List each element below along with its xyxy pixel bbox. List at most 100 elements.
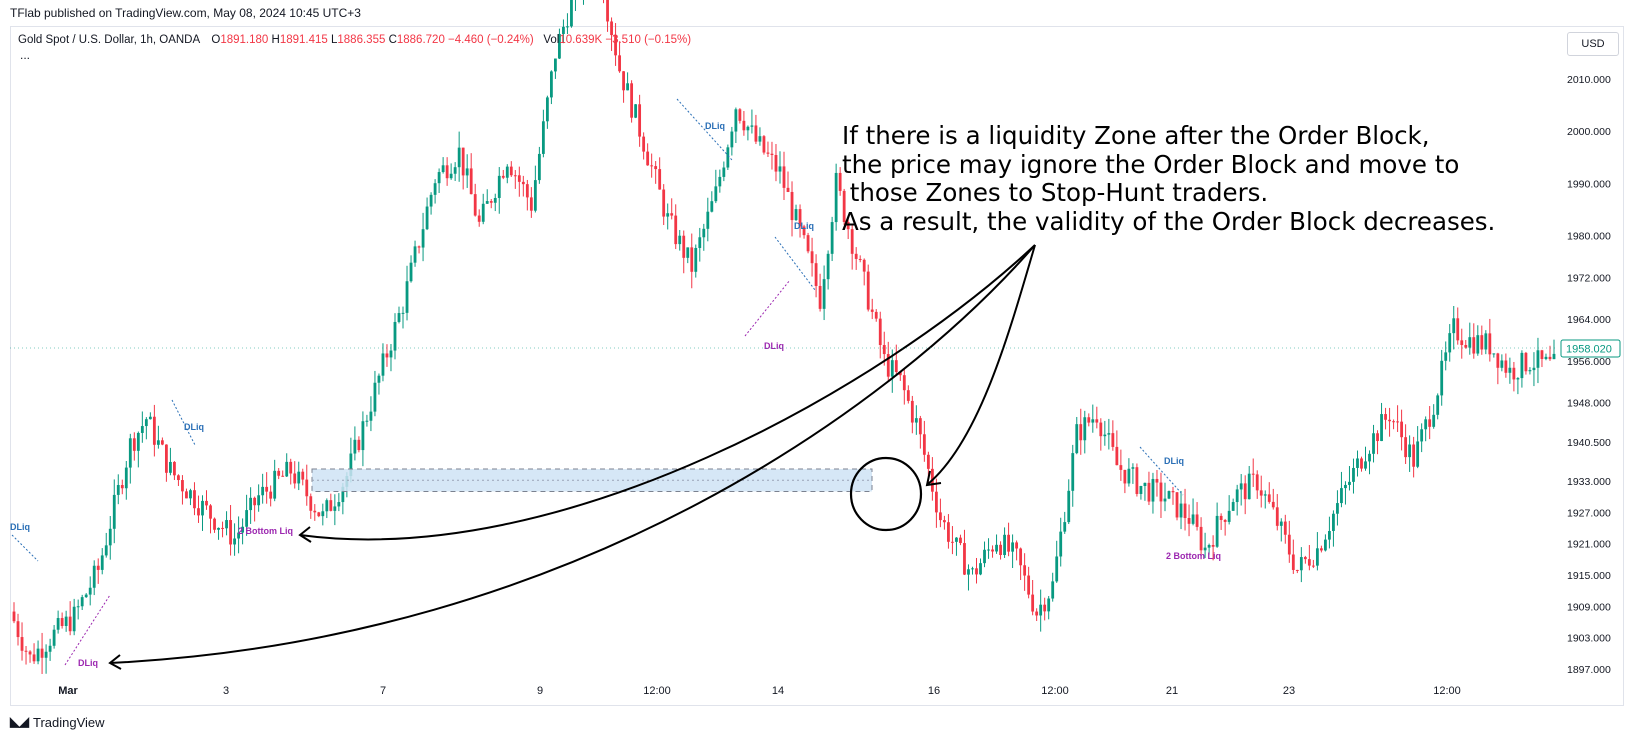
- candle-body: [1211, 544, 1215, 547]
- candle-body: [1336, 503, 1339, 514]
- candle-body: [610, 21, 613, 36]
- candle-body: [822, 279, 826, 309]
- candle-body: [570, 0, 573, 27]
- time-tick-label: 7: [380, 685, 386, 697]
- candle-body: [1239, 483, 1243, 490]
- candle-body: [1123, 469, 1127, 484]
- candle-body: [401, 312, 405, 314]
- currency-button[interactable]: USD: [1567, 32, 1619, 56]
- candle-body: [983, 549, 986, 564]
- candle-body: [1516, 378, 1520, 380]
- candle-body: [333, 506, 337, 511]
- candle-body: [489, 201, 493, 203]
- candle-body: [1376, 433, 1379, 442]
- candle-body: [1444, 352, 1448, 361]
- candle-body: [1472, 337, 1476, 354]
- candle-body: [778, 166, 782, 172]
- candle-body: [112, 494, 116, 529]
- candle-body: [28, 651, 32, 655]
- candle-body: [156, 440, 160, 445]
- candle-body: [1380, 414, 1383, 442]
- candle-body: [1372, 433, 1375, 454]
- candle-body: [814, 263, 818, 286]
- candle-body: [1115, 446, 1119, 466]
- candle-body: [1163, 498, 1167, 502]
- candle-body: [1404, 437, 1408, 458]
- candle-body: [971, 568, 974, 570]
- candle-body: [1548, 356, 1552, 360]
- tradingview-logo-icon: ◣◢: [10, 714, 29, 729]
- candle-body: [770, 153, 774, 156]
- time-tick-label: 21: [1166, 685, 1178, 697]
- candle-body: [1099, 422, 1103, 437]
- candle-body: [638, 104, 642, 137]
- candle-body: [1524, 352, 1528, 372]
- candle-body: [558, 33, 561, 59]
- candle-body: [229, 520, 232, 545]
- candle-body: [1055, 556, 1059, 582]
- chart-frame: [10, 26, 1624, 706]
- candle-body: [1432, 414, 1436, 427]
- candle-body: [269, 491, 273, 499]
- candle-body: [32, 654, 36, 662]
- arrow-curve-to-circle: [927, 244, 1036, 485]
- candle-body: [281, 475, 285, 477]
- more-button[interactable]: ...: [20, 48, 31, 62]
- candle-body: [786, 187, 790, 192]
- candle-body: [1159, 482, 1163, 502]
- candle-body: [481, 203, 485, 222]
- candle-body: [1271, 501, 1275, 508]
- candle-body: [730, 131, 734, 148]
- candle-body: [76, 606, 80, 608]
- candle-body: [337, 502, 341, 507]
- candle-body: [650, 165, 654, 167]
- high-value: 1891.415: [279, 34, 328, 46]
- candle-body: [357, 439, 361, 451]
- candle-body: [939, 512, 942, 521]
- candle-body: [144, 419, 148, 427]
- candle-body: [626, 83, 629, 91]
- candle-body: [1332, 513, 1335, 531]
- candle-body: [979, 563, 982, 575]
- candle-body: [1500, 360, 1504, 368]
- candle-body: [20, 637, 24, 651]
- highlight-circle: [849, 456, 923, 532]
- candle-body: [505, 166, 509, 178]
- candle-body: [449, 173, 453, 179]
- candle-body: [1344, 484, 1347, 489]
- symbol-name[interactable]: Gold Spot / U.S. Dollar, 1h, OANDA: [18, 34, 201, 46]
- candle-body: [193, 490, 196, 509]
- candle-body: [614, 35, 617, 56]
- candle-body: [140, 426, 144, 433]
- candle-body: [1151, 478, 1155, 502]
- candle-body: [862, 259, 866, 272]
- candle-body: [36, 648, 40, 662]
- candle-body: [96, 565, 100, 570]
- candle-body: [654, 166, 658, 170]
- candle-body: [714, 186, 718, 202]
- candle-body: [177, 475, 180, 481]
- candle-body: [501, 175, 505, 178]
- candle-body: [321, 511, 325, 517]
- candle-body: [509, 166, 513, 176]
- candle-body: [349, 453, 353, 477]
- annotation-text: If there is a liquidity Zone after the O…: [842, 121, 1496, 236]
- candle-body: [1520, 352, 1524, 379]
- candle-body: [682, 235, 686, 258]
- candle-body: [405, 281, 409, 313]
- price-tick-label: 1909.000: [1567, 601, 1611, 613]
- time-tick-label: 3: [223, 685, 229, 697]
- candle-body: [160, 440, 164, 445]
- candle-body: [72, 606, 76, 632]
- candle-body: [437, 172, 441, 184]
- tradingview-brand[interactable]: ◣◢ TradingView: [10, 714, 105, 730]
- candle-body: [566, 26, 569, 28]
- price-tick-label: 1921.000: [1567, 539, 1611, 551]
- candle-body: [493, 197, 497, 203]
- candle-body: [1015, 542, 1019, 549]
- candle-body: [225, 520, 228, 529]
- candle-body: [762, 136, 766, 153]
- candle-body: [1352, 467, 1355, 482]
- candle-body: [1328, 530, 1331, 540]
